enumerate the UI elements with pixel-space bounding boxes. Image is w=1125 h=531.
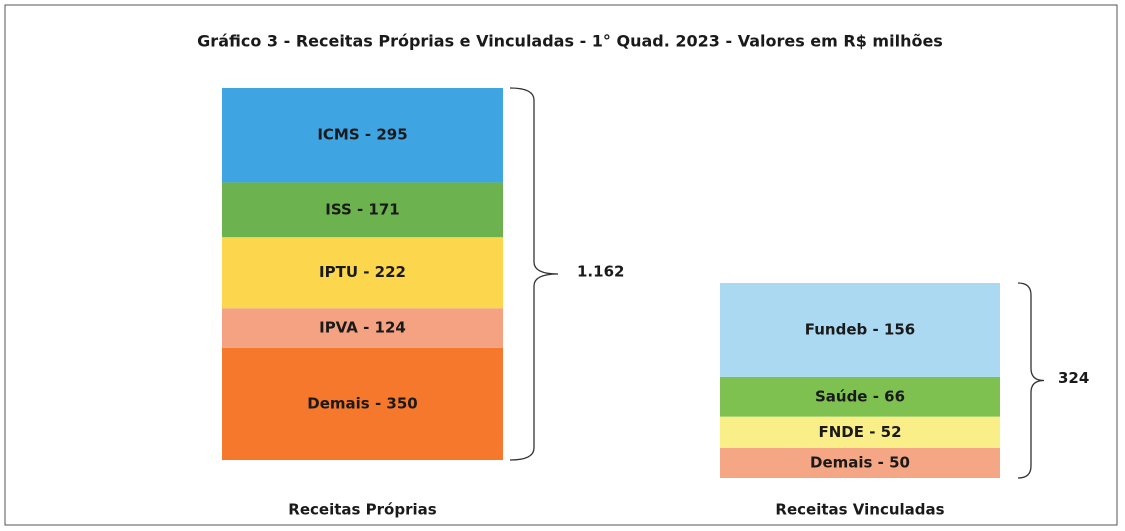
segment-label: IPTU - 222	[319, 263, 406, 281]
bar-segment	[222, 237, 503, 309]
segment-label: Fundeb - 156	[805, 320, 916, 338]
segment-label: ICMS - 295	[317, 126, 407, 144]
segment-label: IPVA - 124	[319, 319, 406, 337]
bar-segment	[720, 416, 1000, 448]
bar-segment	[720, 283, 1000, 377]
chart-title: Gráfico 3 - Receitas Próprias e Vinculad…	[197, 32, 943, 51]
bar-segment	[222, 308, 503, 348]
segment-label: Demais - 350	[307, 394, 417, 412]
bar-segment	[720, 447, 1000, 478]
category-label: Receitas Vinculadas	[775, 501, 944, 519]
bar-segment	[222, 347, 503, 460]
total-label: 324	[1058, 369, 1089, 387]
total-label: 1.162	[577, 263, 624, 281]
segment-label: FNDE - 52	[818, 423, 901, 441]
bar-segment	[222, 182, 503, 238]
category-label: Receitas Próprias	[288, 501, 436, 519]
bar-segment	[222, 88, 503, 183]
bar-segment	[720, 376, 1000, 417]
segment-label: ISS - 171	[325, 200, 400, 218]
segment-label: Saúde - 66	[815, 387, 905, 405]
total-brace	[1017, 282, 1045, 479]
total-brace	[509, 87, 559, 461]
segment-label: Demais - 50	[810, 453, 910, 471]
